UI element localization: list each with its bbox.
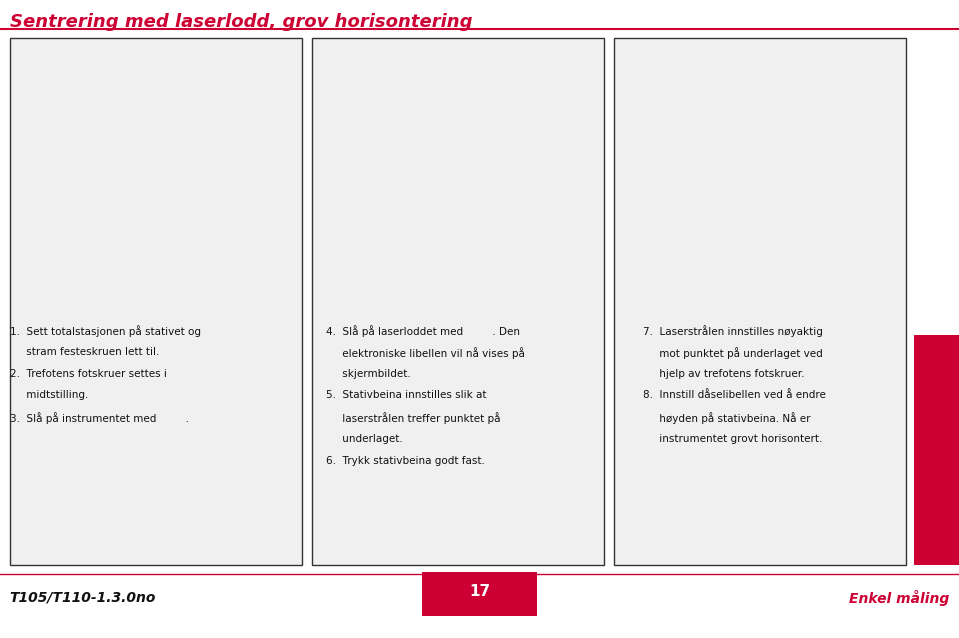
Text: 3.  Slå på instrumentet med         .: 3. Slå på instrumentet med . (10, 412, 189, 424)
Text: 5.  Stativbeina innstilles slik at: 5. Stativbeina innstilles slik at (326, 390, 486, 401)
Text: Enkel måling: Enkel måling (849, 590, 949, 606)
Bar (614, 38, 906, 565)
Text: T105/T110-1.3.0no: T105/T110-1.3.0no (10, 590, 156, 604)
Text: midtstilling.: midtstilling. (10, 390, 88, 401)
Bar (914, 335, 959, 565)
Bar (10, 38, 302, 565)
Text: 8.  Innstill dåselibellen ved å endre: 8. Innstill dåselibellen ved å endre (643, 390, 826, 401)
Text: 7.  Laserstrålen innstilles nøyaktig: 7. Laserstrålen innstilles nøyaktig (643, 325, 823, 338)
Text: laserstrålen treffer punktet på: laserstrålen treffer punktet på (326, 412, 501, 424)
Text: underlaget.: underlaget. (326, 434, 403, 444)
Text: 17: 17 (469, 584, 490, 599)
Bar (312, 38, 604, 565)
Text: stram festeskruen lett til.: stram festeskruen lett til. (10, 347, 159, 357)
Text: elektroniske libellen vil nå vises på: elektroniske libellen vil nå vises på (326, 347, 525, 359)
Text: 6.  Trykk stativbeina godt fast.: 6. Trykk stativbeina godt fast. (326, 456, 485, 466)
Bar (422, 572, 537, 616)
Text: instrumentet grovt horisontert.: instrumentet grovt horisontert. (643, 434, 822, 444)
Text: 4.  Slå på laserloddet med         . Den: 4. Slå på laserloddet med . Den (326, 325, 520, 338)
Text: 1.  Sett totalstasjonen på stativet og: 1. Sett totalstasjonen på stativet og (10, 325, 200, 338)
Text: Sentrering med laserlodd, grov horisontering: Sentrering med laserlodd, grov horisonte… (10, 13, 472, 31)
Text: hjelp av trefotens fotskruer.: hjelp av trefotens fotskruer. (643, 369, 804, 379)
Text: 2.  Trefotens fotskruer settes i: 2. Trefotens fotskruer settes i (10, 369, 167, 379)
Text: høyden på stativbeina. Nå er: høyden på stativbeina. Nå er (643, 412, 810, 424)
Text: skjermbildet.: skjermbildet. (326, 369, 410, 379)
Text: mot punktet på underlaget ved: mot punktet på underlaget ved (643, 347, 822, 359)
